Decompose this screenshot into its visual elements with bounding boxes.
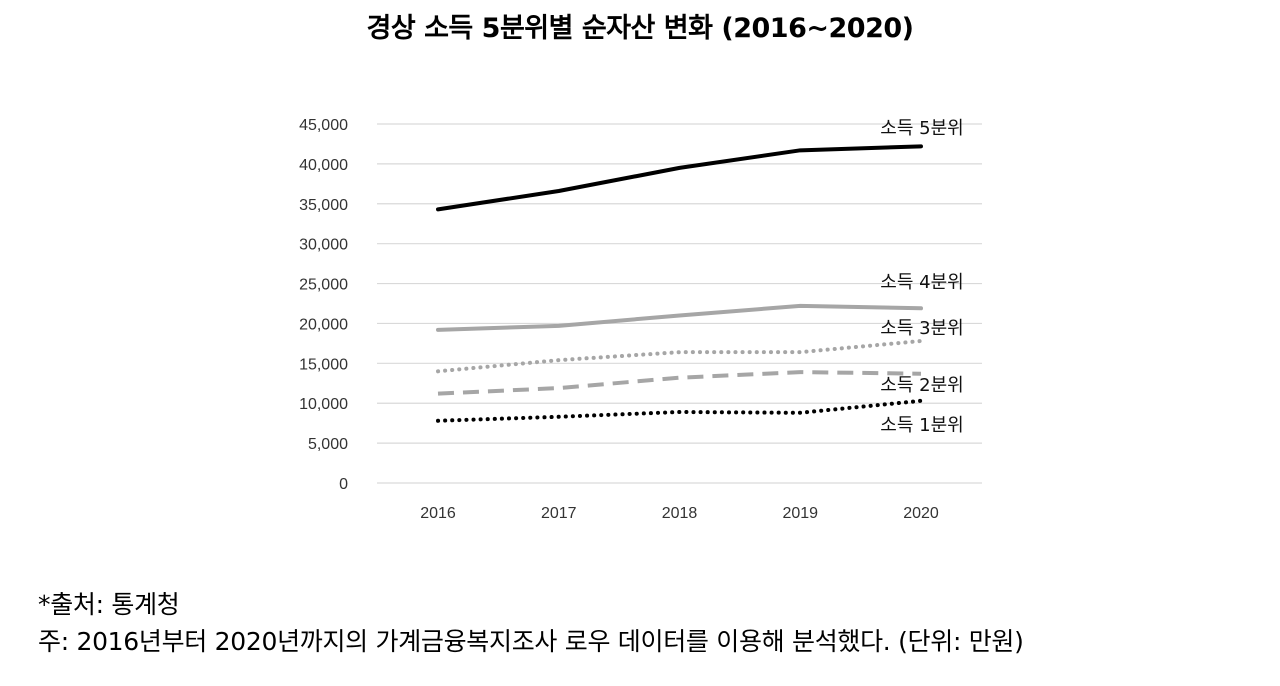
line-chart: 0 5,000 10,000 15,000 20,000 25,000 30,000 35,0…	[299, 117, 982, 522]
data-note: 주: 2016년부터 2020년까지의 가계금융복지조사 로우 데이터를 이용해…	[38, 627, 1024, 656]
y-tick-label: 35,000	[299, 197, 348, 214]
series-line	[436, 338, 923, 374]
series-label: 소득 3분위	[880, 318, 963, 339]
x-tick-label: 2019	[782, 505, 818, 522]
series-line	[436, 144, 923, 212]
y-tick-label: 45,000	[299, 117, 348, 134]
series-label: 소득 4분위	[880, 272, 963, 293]
x-axis-ticks: 2016 2017 2018 2019 2020	[420, 505, 939, 522]
y-tick-label: 5,000	[308, 436, 348, 453]
y-tick-label: 0	[339, 476, 348, 493]
y-tick-label: 40,000	[299, 157, 348, 174]
y-axis-ticks: 0 5,000 10,000 15,000 20,000 25,000 30,000 35,0…	[299, 117, 348, 493]
series-line	[436, 303, 923, 332]
series-line	[436, 398, 923, 423]
y-tick-label: 10,000	[299, 396, 348, 413]
x-tick-label: 2020	[903, 505, 939, 522]
y-tick-label: 25,000	[299, 277, 348, 294]
x-tick-label: 2018	[662, 505, 698, 522]
y-tick-label: 30,000	[299, 237, 348, 254]
source-note: *출처: 통계청	[38, 590, 180, 619]
chart-title: 경상 소득 5분위별 순자산 변화 (2016~2020)	[366, 13, 914, 44]
series-label: 소득 5분위	[880, 118, 963, 139]
series-label: 소득 2분위	[880, 375, 963, 396]
series-line	[437, 370, 922, 396]
x-tick-label: 2016	[420, 505, 456, 522]
y-tick-label: 20,000	[299, 316, 348, 333]
y-tick-label: 15,000	[299, 356, 348, 373]
x-tick-label: 2017	[541, 505, 577, 522]
series-lines	[436, 144, 923, 423]
series-label: 소득 1분위	[880, 415, 963, 436]
